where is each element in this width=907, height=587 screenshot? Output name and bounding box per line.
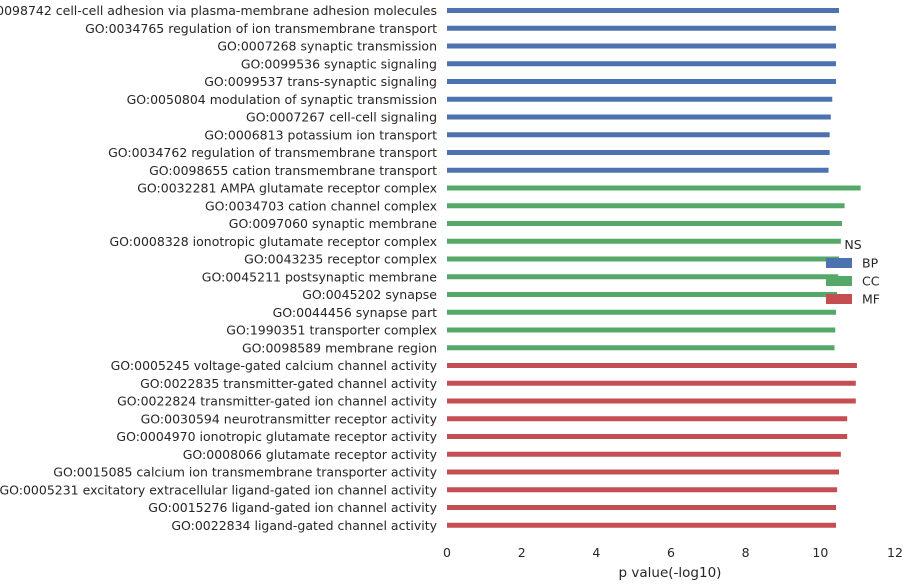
category-label: GO:0045211 postsynaptic membrane [202,269,438,284]
category-label: GO:0022835 transmitter-gated channel act… [140,376,437,391]
bar-cc [447,256,839,262]
category-label: GO:0050804 modulation of synaptic transm… [127,92,437,107]
bar-mf [447,363,857,368]
bar-mf [447,469,839,475]
bar-mf [447,505,837,510]
legend-label-bp: BP [862,256,879,271]
bar-cc [447,238,841,244]
legend-swatch-bp [826,258,852,268]
x-axis: p value(-log10) 0 2 4 6 8 10 12 [443,545,903,581]
category-label: GO:0007267 cell-cell signaling [246,110,437,125]
bars-layer [447,8,861,528]
bar-bp [447,114,831,120]
category-label: GO:0045202 synapse [302,287,437,302]
bar-cc [447,185,861,191]
category-label: GO:0008328 ionotropic glutamate receptor… [110,234,438,249]
bar-bp [447,167,829,173]
bar-mf [447,380,856,386]
legend-swatch-cc [826,276,852,286]
category-label: GO:0034765 regulation of ion transmembra… [85,21,437,36]
bar-mf [447,398,856,404]
bar-cc [447,327,836,333]
category-label: GO:0098742 cell-cell adhesion via plasma… [0,3,437,18]
bar-cc [447,309,837,315]
category-label: GO:0030594 neurotransmitter receptor act… [141,411,438,426]
bar-mf [447,434,848,439]
category-label: GO:0015276 ligand-gated ion channel acti… [148,500,437,515]
bar-bp [447,43,837,49]
legend: NS BP CC MF [826,237,880,307]
bar-cc [447,345,835,351]
bar-cc [447,292,838,297]
x-tick-label: 10 [812,545,828,560]
x-tick-label: 0 [443,545,451,560]
legend-label-cc: CC [862,274,880,289]
category-label: GO:1990351 transporter complex [226,323,437,338]
category-label: GO:0005231 excitatory extracellular liga… [0,482,438,497]
bar-mf [447,522,837,528]
category-label: GO:0034703 cation channel complex [205,198,437,213]
category-label: GO:0007268 synaptic transmission [217,39,437,54]
bar-bp [447,96,833,102]
category-label: GO:0099536 synaptic signaling [241,56,437,71]
category-label: GO:0022834 ligand-gated channel activity [171,518,437,533]
category-label: GO:0044456 synapse part [273,305,437,320]
bar-bp [447,61,837,67]
category-label: GO:0022824 transmitter-gated ion channel… [117,394,438,409]
category-label: GO:0032281 AMPA glutamate receptor compl… [137,181,437,196]
bar-bp [447,150,830,155]
x-tick-label: 2 [518,545,526,560]
x-tick-label: 8 [742,545,750,560]
legend-title: NS [844,237,861,252]
x-tick-label: 6 [667,545,675,560]
bar-mf [447,451,841,457]
category-label: GO:0008066 glutamate receptor activity [183,447,438,462]
bar-cc [447,203,845,209]
bar-bp [447,25,837,31]
category-label: GO:0004970 ionotropic glutamate receptor… [116,429,437,444]
bar-mf [447,487,838,493]
category-label: GO:0005245 voltage-gated calcium channel… [111,358,438,373]
category-label: GO:0098655 cation transmembrane transpor… [149,163,437,178]
category-label: GO:0099537 trans-synaptic signaling [204,74,437,89]
legend-label-mf: MF [862,292,880,307]
category-label: GO:0034762 regulation of transmembrane t… [108,145,437,160]
x-axis-title: p value(-log10) [619,565,722,581]
bar-bp [447,132,830,138]
category-labels: GO:0098742 cell-cell adhesion via plasma… [0,3,438,533]
category-label: GO:0015085 calcium ion transmembrane tra… [53,465,437,480]
bar-cc [447,221,842,226]
x-tick-label: 4 [592,545,600,560]
bar-mf [447,416,848,422]
category-label: GO:0098589 membrane region [242,340,437,355]
bar-bp [447,8,839,13]
category-label: GO:0043235 receptor complex [244,252,437,267]
x-tick-label: 12 [887,545,903,560]
category-label: GO:0006813 potassium ion transport [204,127,437,142]
bar-cc [447,274,839,280]
category-label: GO:0097060 synaptic membrane [229,216,438,231]
bar-bp [447,79,837,84]
legend-swatch-mf [826,294,852,304]
